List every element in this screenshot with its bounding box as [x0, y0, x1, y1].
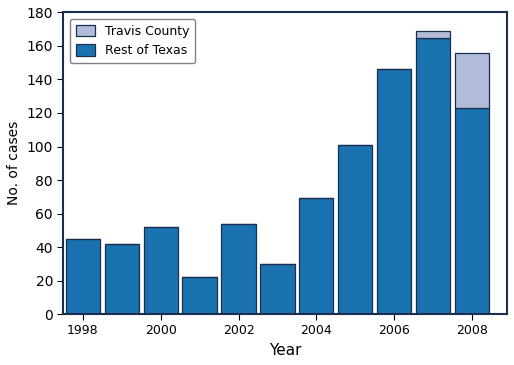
Bar	[299, 199, 334, 314]
Bar	[416, 31, 450, 38]
Bar	[416, 38, 450, 314]
Bar	[222, 224, 255, 314]
Y-axis label: No. of cases: No. of cases	[7, 121, 21, 205]
Bar	[377, 69, 411, 314]
Bar	[66, 239, 100, 314]
Bar	[143, 227, 178, 314]
Bar	[455, 108, 489, 314]
X-axis label: Year: Year	[269, 343, 302, 358]
Bar	[105, 244, 139, 314]
Bar	[455, 53, 489, 108]
Legend: Travis County, Rest of Texas: Travis County, Rest of Texas	[70, 19, 195, 64]
Bar	[338, 145, 373, 314]
Bar	[260, 264, 295, 314]
Bar	[182, 277, 217, 314]
